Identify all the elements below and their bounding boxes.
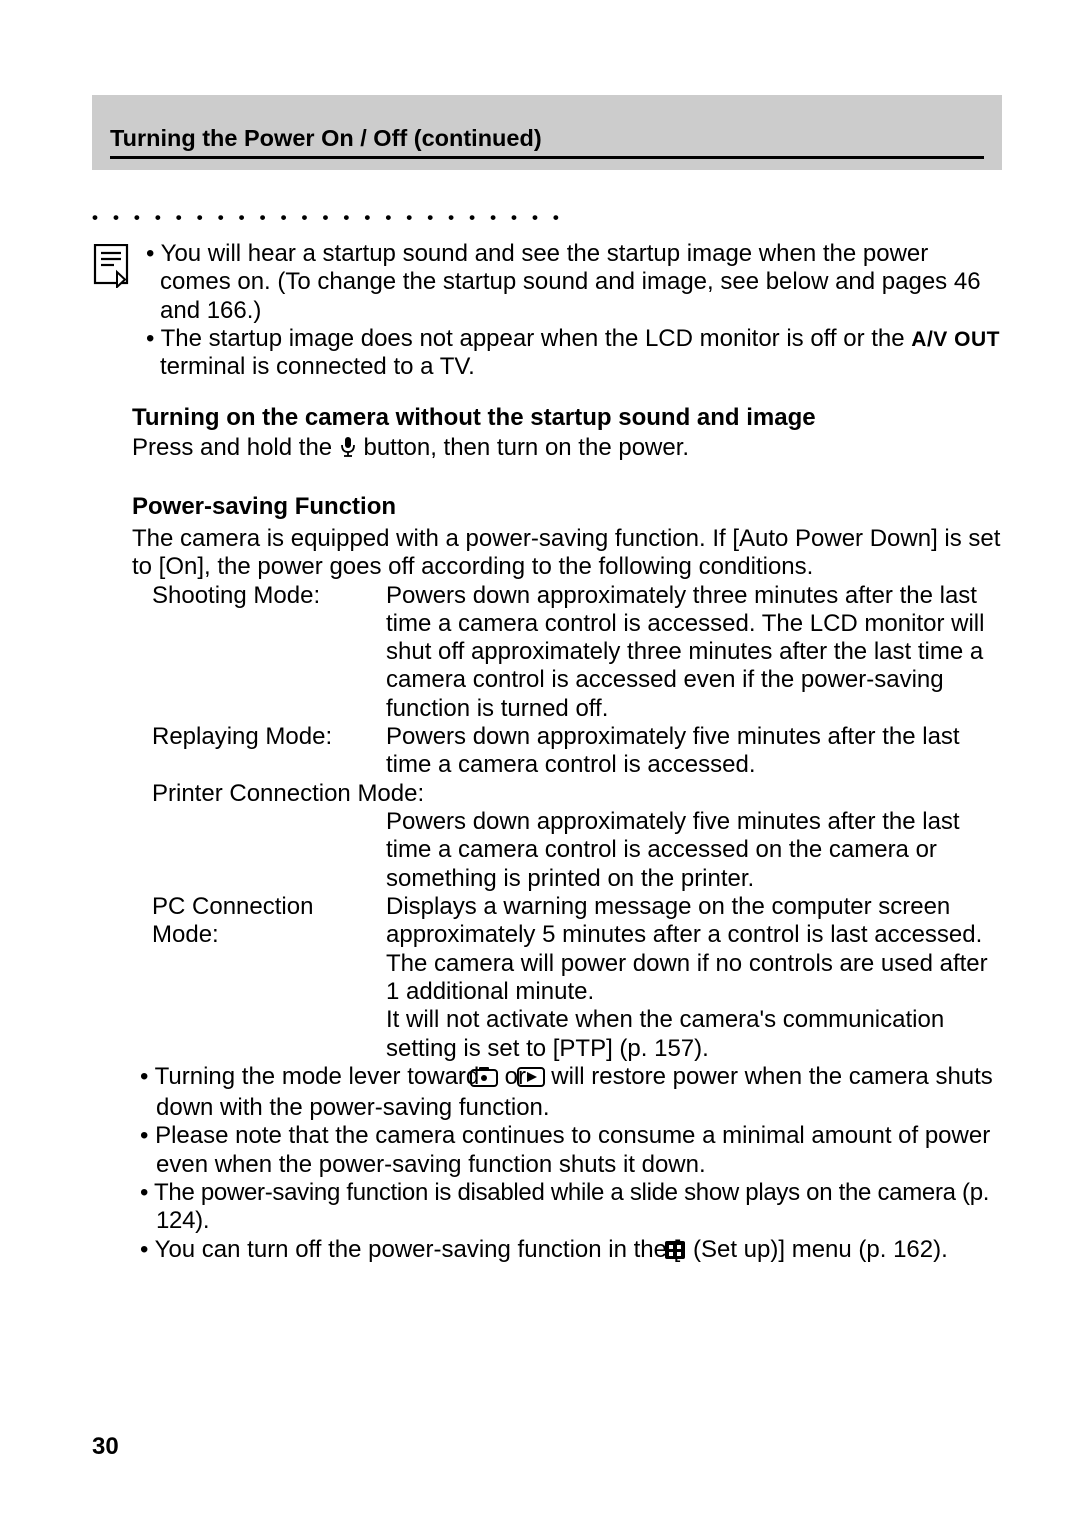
bullet-4: You can turn off the power-saving functi… xyxy=(132,1236,1002,1267)
dots-separator: ••••••••••••••••••••••• xyxy=(92,208,1002,228)
mode-printer: Printer Connection Mode: Powers down app… xyxy=(152,780,1002,893)
note-text: You will hear a startup sound and see th… xyxy=(146,240,1002,382)
mode-label-replaying: Replaying Mode: xyxy=(152,723,386,780)
bullet-2: Please note that the camera continues to… xyxy=(132,1122,1002,1179)
note-icon xyxy=(92,244,132,288)
page-number: 30 xyxy=(92,1433,119,1461)
avout-label: A/V OUT xyxy=(911,328,1000,351)
mode-desc-replaying: Powers down approximately five minutes a… xyxy=(386,723,1002,780)
startup-instruction: Press and hold the button, then turn on … xyxy=(132,434,1002,465)
bullet-1: Turning the mode lever toward or will re… xyxy=(132,1063,1002,1123)
section-title: Turning the Power On / Off (continued) xyxy=(110,125,984,159)
power-saving-heading: Power-saving Function xyxy=(132,493,1002,521)
camera-mode-icon xyxy=(486,1066,498,1094)
mic-icon xyxy=(339,436,357,465)
mode-shooting: Shooting Mode: Powers down approximately… xyxy=(152,582,1002,724)
note-block: You will hear a startup sound and see th… xyxy=(92,240,1002,382)
header-band: Turning the Power On / Off (continued) xyxy=(92,95,1002,170)
bullet-3: The power-saving function is disabled wh… xyxy=(132,1179,1002,1236)
mode-pc: PC Connection Mode: Displays a warning m… xyxy=(152,893,1002,1063)
mode-desc-shooting: Powers down approximately three minutes … xyxy=(386,582,1002,724)
mode-replaying: Replaying Mode: Powers down approximatel… xyxy=(152,723,1002,780)
mode-label-shooting: Shooting Mode: xyxy=(152,582,386,724)
mode-label-printer: Printer Connection Mode: xyxy=(152,780,1002,808)
bottom-bullets: Turning the mode lever toward or will re… xyxy=(132,1063,1002,1267)
note-item-2: The startup image does not appear when t… xyxy=(146,325,1002,382)
mode-label-pc: PC Connection Mode: xyxy=(152,893,386,1063)
play-mode-icon xyxy=(533,1066,545,1094)
note-item-1: You will hear a startup sound and see th… xyxy=(146,240,1002,325)
mode-desc-pc: Displays a warning message on the comput… xyxy=(386,893,1002,1063)
subheading-startup: Turning on the camera without the startu… xyxy=(132,404,1002,432)
power-saving-intro: The camera is equipped with a power-savi… xyxy=(132,525,1002,582)
mode-desc-printer: Powers down approximately five minutes a… xyxy=(386,808,1002,893)
